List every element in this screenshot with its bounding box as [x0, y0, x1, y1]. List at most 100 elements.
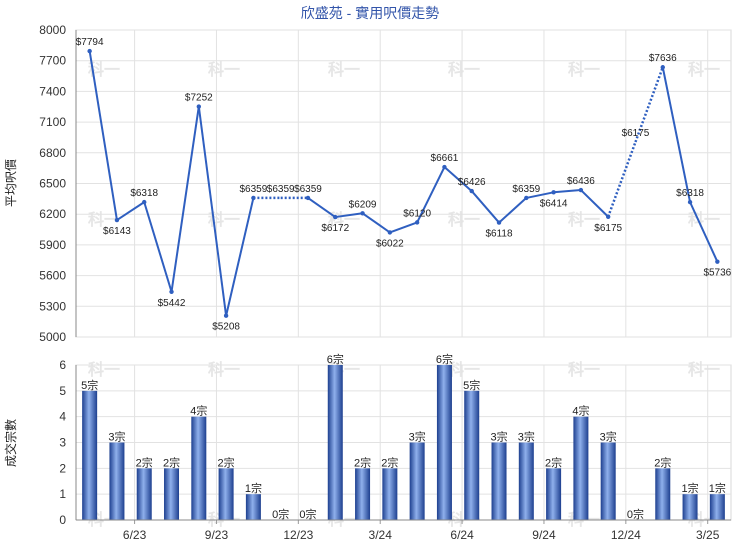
price-line-segment [416, 166, 446, 223]
watermark-text: 科一 [448, 210, 480, 229]
volume-y-axis: 0 1 2 3 4 5 6 [59, 358, 77, 527]
price-point [387, 230, 393, 235]
price-data-label: $6120 [403, 208, 431, 219]
price-point [469, 188, 474, 194]
watermark-text: 科一 [568, 60, 600, 79]
volume-data-label: 5宗 [81, 378, 98, 392]
x-tick-label: 3/25 [696, 528, 720, 542]
volume-data-label: 2宗 [654, 455, 671, 469]
price-y-axis: 5000 5300 5600 5900 6200 6500 6800 7100 7400 7700… [39, 23, 77, 344]
price-point [496, 220, 502, 225]
volume-bar [709, 494, 725, 520]
price-point [251, 195, 256, 201]
volume-data-label: 2宗 [218, 455, 235, 469]
volume-y-tick-label: 4 [59, 410, 66, 424]
price-point [169, 289, 174, 294]
price-line-segment [335, 212, 363, 219]
watermark-text: 科一 [208, 360, 240, 379]
x-tick-label: 12/23 [283, 528, 313, 542]
price-point [87, 48, 92, 54]
volume-bar [464, 390, 480, 520]
price-line-segment [661, 67, 692, 203]
price-y-tick-label: 6500 [39, 177, 66, 191]
volume-data-label: 1宗 [245, 481, 262, 495]
price-point [305, 195, 311, 201]
volume-data-label: 3宗 [409, 430, 426, 444]
price-data-labels: $7794$6143$6318$5442$7252$5208$6359 $6359… [76, 37, 732, 333]
price-point [715, 259, 720, 264]
price-point [333, 214, 338, 220]
volume-y-axis-title: 成交宗數 [3, 419, 18, 467]
volume-bars [82, 365, 725, 520]
volume-bar [136, 468, 152, 520]
price-data-label: $6414 [540, 198, 568, 209]
price-y-tick-label: 5300 [39, 299, 66, 313]
volume-data-label: 5宗 [463, 378, 480, 392]
price-data-label: $6318 [676, 188, 704, 199]
price-data-label: $6359 [294, 184, 322, 195]
price-point [442, 164, 447, 170]
price-point [142, 199, 147, 205]
price-data-label: $7794 [76, 37, 104, 48]
price-gap-segment [634, 66, 664, 143]
price-data-label: $7636 [649, 53, 677, 64]
price-point [605, 214, 611, 219]
volume-bar [327, 365, 343, 520]
watermark-text: 科一 [568, 360, 600, 379]
price-y-tick-label: 5900 [39, 238, 66, 252]
price-point [524, 195, 529, 201]
price-grid [75, 29, 732, 338]
volume-bar [82, 390, 98, 520]
price-y-tick-label: 7100 [39, 115, 66, 129]
price-series [87, 48, 720, 318]
watermark-text: 科一 [328, 60, 360, 79]
x-tick-label: 12/24 [611, 528, 641, 542]
volume-data-label: 0宗 [272, 507, 289, 521]
price-point [578, 187, 584, 193]
watermark-text: 科一 [88, 60, 120, 79]
volume-bar [518, 442, 534, 520]
price-line-segment [389, 221, 418, 234]
price-point [660, 65, 665, 70]
volume-bar [546, 468, 562, 520]
x-tick-label: 3/24 [369, 528, 393, 542]
price-y-tick-label: 8000 [39, 23, 66, 37]
price-y-tick-label: 7400 [39, 84, 66, 98]
volume-data-label: 6宗 [327, 352, 344, 366]
price-point [687, 199, 693, 205]
volume-bar [191, 416, 207, 520]
volume-bar [491, 442, 507, 520]
price-point [223, 313, 229, 318]
volume-bar [164, 468, 180, 520]
price-point [114, 217, 120, 223]
price-line-segment [689, 201, 719, 263]
volume-data-label: 2宗 [163, 455, 180, 469]
volume-data-label: 2宗 [545, 455, 562, 469]
price-line-segment [197, 106, 228, 316]
x-tick-label: 9/23 [205, 528, 229, 542]
watermark-text: 科一 [448, 60, 480, 79]
x-tick-label: 6/23 [123, 528, 147, 542]
price-data-label: $6209 [349, 199, 377, 210]
price-data-label: $5442 [158, 298, 186, 309]
price-line-segment [88, 50, 118, 221]
volume-bar [682, 494, 698, 520]
watermark-text: 科一 [688, 60, 720, 79]
volume-bar [218, 468, 234, 520]
price-data-label: $6426 [458, 177, 486, 188]
volume-data-label: 2宗 [354, 455, 371, 469]
volume-data-label: 0宗 [627, 507, 644, 521]
watermark-text: 科一 [208, 60, 240, 79]
price-data-label: $6175 [594, 223, 622, 234]
x-tick-label: 6/24 [450, 528, 474, 542]
price-line-segment [361, 212, 391, 234]
price-data-label: $6172 [321, 223, 349, 234]
volume-bar [355, 468, 371, 520]
volume-data-label: 3宗 [490, 430, 507, 444]
price-data-label: $6436 [567, 176, 595, 187]
price-data-label: $6022 [376, 238, 404, 249]
volume-bar [655, 468, 671, 520]
price-point [551, 190, 556, 195]
